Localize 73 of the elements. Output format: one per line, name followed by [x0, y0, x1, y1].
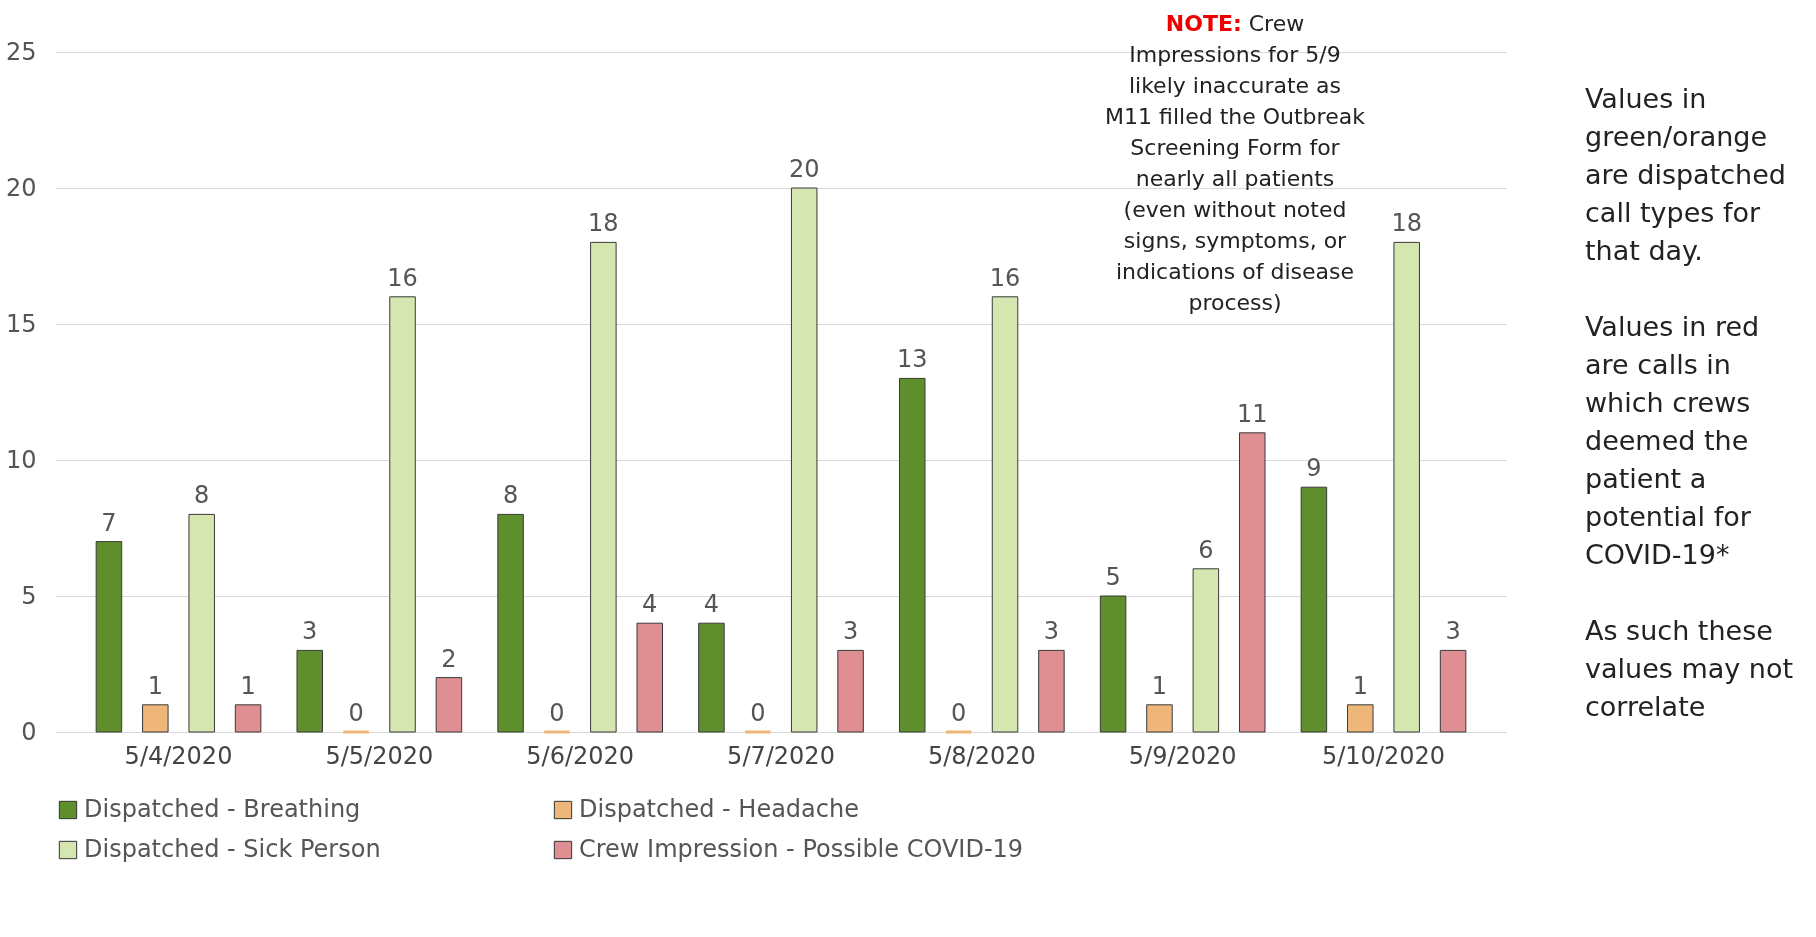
bar: [95, 541, 123, 733]
data-label: 16: [989, 263, 1021, 292]
data-label: 18: [588, 209, 619, 238]
data-label: 2: [441, 644, 457, 673]
legend-label: Dispatched - Sick Person: [84, 835, 381, 863]
data-label: 0: [549, 699, 565, 727]
data-label: 0: [750, 699, 766, 727]
x-tick-label: 5/8/2020: [927, 741, 1036, 770]
legend-label: Crew Impression - Possible COVID-19: [579, 835, 1024, 863]
data-label: 3: [842, 617, 859, 646]
bar: [1393, 241, 1420, 733]
bar: [1146, 704, 1173, 733]
x-tick-label: 5/6/2020: [526, 741, 635, 770]
data-label: 4: [642, 590, 658, 619]
bar: [1439, 649, 1467, 733]
bar: [234, 704, 262, 733]
bar: [188, 513, 215, 733]
bar: [435, 677, 463, 733]
bar: [1099, 595, 1127, 733]
y-tick-label: 0: [21, 717, 37, 746]
bar: [389, 296, 416, 733]
data-label: 8: [194, 481, 210, 510]
x-tick-label: 5/7/2020: [727, 741, 835, 770]
data-label: 9: [1306, 454, 1322, 483]
bar: [898, 377, 926, 733]
data-label: 3: [1445, 617, 1461, 646]
bar: [790, 187, 818, 733]
data-label: 1: [1352, 671, 1368, 700]
data-label: 1: [240, 671, 256, 700]
text: As such these values may not correlate: [1585, 614, 1795, 724]
bar: [991, 296, 1019, 733]
data-label: 16: [387, 263, 418, 292]
legend-label: Dispatched - Breathing: [84, 795, 361, 823]
y-tick-label: 10: [5, 445, 37, 474]
text: NOTE: Crew Impressions for 5/9 likely inaccurate as M11 filled the Outbreak Screening Form for nearly all patients (even without noted signs, symptoms, or indications of disease process): [1105, 11, 1365, 315]
bar: [142, 704, 169, 733]
data-label: 1: [1151, 671, 1168, 700]
text: Values in red are calls in which crews deemed the patient a potential for COVID-19*: [1585, 310, 1761, 572]
bar: [1300, 486, 1328, 733]
data-label: 20: [788, 155, 820, 183]
x-tick-label: 5/5/2020: [325, 741, 434, 770]
bar: [837, 649, 864, 733]
bar: [698, 622, 725, 733]
bar: [590, 241, 617, 733]
data-label: 5: [1105, 563, 1121, 591]
x-tick-label: 5/4/2020: [124, 741, 233, 770]
bar: [1038, 649, 1065, 733]
data-label: 11: [1236, 399, 1268, 428]
legend-label: Dispatched - Headache: [579, 795, 859, 823]
data-label: 1: [147, 671, 163, 700]
y-tick-label: 20: [5, 173, 37, 202]
data-label: 13: [896, 345, 928, 374]
data-label: 0: [951, 699, 967, 727]
y-tick-label: 25: [5, 37, 37, 66]
y-tick-label: 15: [5, 309, 37, 338]
x-tick-label: 5/10/2020: [1321, 741, 1446, 770]
data-label: 3: [302, 617, 318, 646]
data-label: 7: [101, 508, 117, 537]
data-label: 18: [1391, 209, 1422, 238]
bar: [636, 622, 664, 733]
bar: [296, 649, 324, 733]
data-label: 0: [348, 699, 364, 727]
x-tick-label: 5/9/2020: [1128, 741, 1237, 770]
bar: [1347, 704, 1374, 733]
data-label: 4: [703, 590, 720, 619]
bar: [1238, 432, 1266, 733]
data-label: 6: [1198, 535, 1214, 564]
data-label: 3: [1043, 617, 1060, 646]
bar: [1192, 568, 1220, 733]
data-label: 8: [502, 481, 519, 510]
y-tick-label: 5: [21, 581, 37, 610]
bar: [497, 513, 524, 733]
text: Values in green/orange are dispatched call types for that day.: [1585, 82, 1787, 268]
